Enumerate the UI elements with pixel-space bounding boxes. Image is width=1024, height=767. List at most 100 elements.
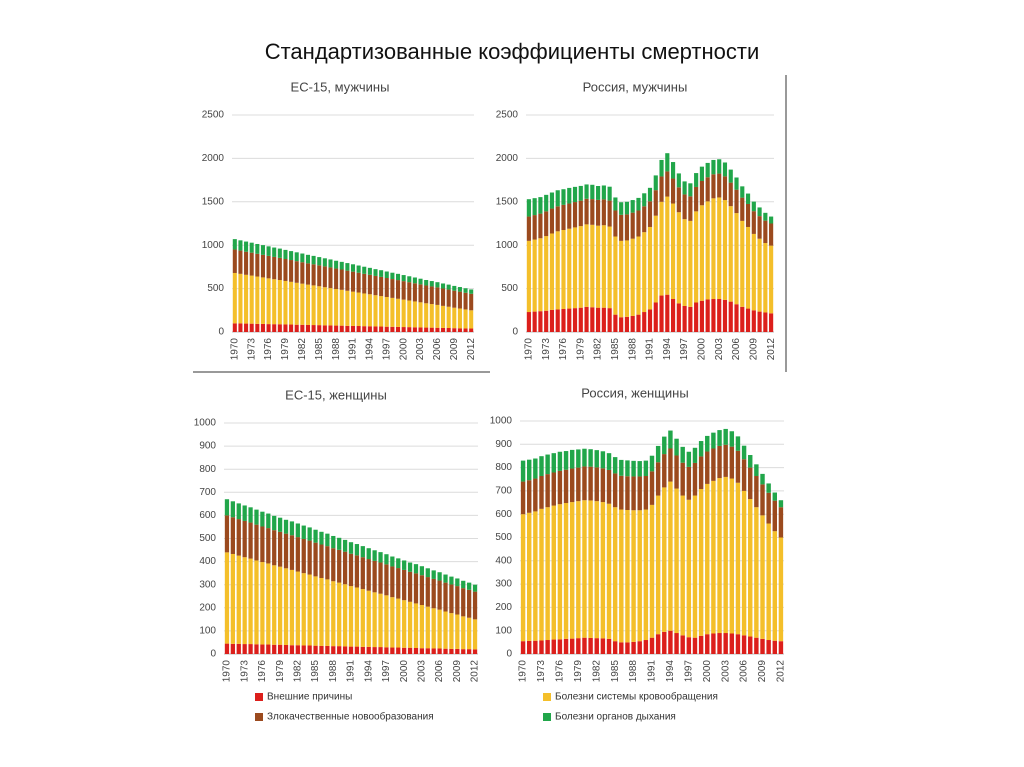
bar-segment: [419, 605, 425, 649]
bar-segment: [294, 252, 299, 262]
bar-segment: [722, 200, 728, 300]
bar-segment: [407, 571, 413, 602]
bar-segment: [682, 181, 687, 195]
y-tick-label: 1500: [496, 196, 519, 207]
x-tick-label: 2012: [466, 338, 477, 361]
x-tick-label: 1979: [575, 338, 586, 361]
bar-segment: [624, 316, 630, 332]
bar-segment: [699, 205, 704, 301]
bar-segment: [378, 552, 383, 563]
y-tick-label: 300: [199, 579, 216, 590]
y-tick-label: 700: [199, 487, 216, 498]
bar-segment: [289, 521, 295, 536]
bar-segment: [649, 455, 655, 472]
bar-segment: [619, 509, 624, 643]
bar-segment: [659, 201, 664, 296]
bar-segment: [625, 460, 630, 477]
bar-segment: [734, 213, 739, 305]
bar-segment: [331, 581, 336, 647]
bar-segment: [230, 643, 235, 654]
bar-segment: [339, 261, 344, 270]
bar-segment: [545, 474, 550, 508]
bar-segment: [572, 202, 578, 228]
bar-segment: [455, 614, 460, 649]
bar-segment: [266, 513, 271, 529]
bar-segment: [452, 307, 457, 329]
bar-segment: [772, 531, 778, 641]
bar-segment: [472, 591, 478, 620]
bar-segment: [354, 587, 360, 647]
y-tick-label: 1000: [490, 416, 513, 427]
bar-segment: [526, 480, 532, 513]
bar-segment: [446, 284, 451, 290]
bar-segment: [429, 327, 434, 332]
bar-segment: [248, 507, 253, 523]
bar-segment: [631, 476, 636, 511]
bar-segment: [431, 578, 436, 609]
bar-segment: [539, 456, 544, 476]
bar-segment: [757, 311, 762, 332]
bar-segment: [649, 637, 655, 654]
y-tick-label: 2500: [202, 110, 225, 121]
bar-segment: [741, 459, 747, 491]
bar-segment: [711, 480, 716, 634]
bar-segment: [766, 483, 771, 493]
bar-segment: [748, 467, 753, 500]
bar-segment: [734, 304, 739, 332]
bar-segment: [379, 276, 384, 297]
bar-segment: [260, 562, 265, 645]
bar-segment: [728, 169, 733, 183]
bar-segment: [461, 588, 466, 617]
x-tick-label: 1973: [536, 660, 547, 683]
bar-segment: [526, 240, 531, 313]
bar-segment: [461, 649, 466, 654]
x-tick-label: 2003: [415, 338, 426, 361]
bar-segment: [748, 636, 753, 654]
bar-segment: [446, 306, 451, 329]
bar-segment: [682, 219, 687, 306]
bar-segment: [569, 502, 575, 639]
bar-segment: [331, 548, 336, 582]
bar-segment: [555, 206, 560, 232]
bar-segment: [266, 644, 271, 654]
bar-segment: [300, 283, 305, 325]
bar-segment: [674, 455, 679, 489]
bar-segment: [557, 451, 563, 471]
bar-segment: [582, 448, 587, 467]
bar-segment: [232, 249, 237, 273]
bar-segment: [412, 283, 417, 302]
bar-segment: [607, 226, 612, 309]
bar-segment: [350, 325, 356, 332]
bar-segment: [350, 271, 356, 292]
bar-segment: [692, 637, 698, 654]
bar-segment: [407, 276, 412, 283]
bar-segment: [735, 450, 741, 483]
y-tick-label: 100: [495, 625, 512, 636]
bar-segment: [637, 510, 642, 642]
bar-segment: [637, 461, 642, 477]
bar-segment: [305, 254, 311, 264]
bar-segment: [741, 445, 747, 460]
bar-segment: [283, 280, 288, 325]
bar-segment: [457, 328, 462, 332]
bar-segment: [295, 523, 300, 538]
bar-segment: [572, 227, 578, 309]
y-tick-label: 600: [495, 509, 512, 520]
y-tick-label: 2000: [496, 153, 519, 164]
bar-segment: [354, 555, 360, 588]
bar-segment: [539, 475, 544, 509]
bar-segment: [741, 490, 747, 636]
bar-segment: [526, 512, 532, 641]
bar-segment: [772, 640, 778, 654]
bar-segment: [354, 646, 360, 654]
chart-title: Россия, мужчины: [583, 79, 688, 94]
bar-segment: [255, 276, 260, 324]
bar-segment: [659, 159, 664, 177]
bar-segment: [254, 509, 259, 525]
bar-segment: [452, 290, 457, 308]
bar-segment: [526, 640, 532, 654]
bar-segment: [342, 646, 348, 654]
bar-segment: [549, 208, 555, 234]
bar-segment: [520, 641, 526, 654]
